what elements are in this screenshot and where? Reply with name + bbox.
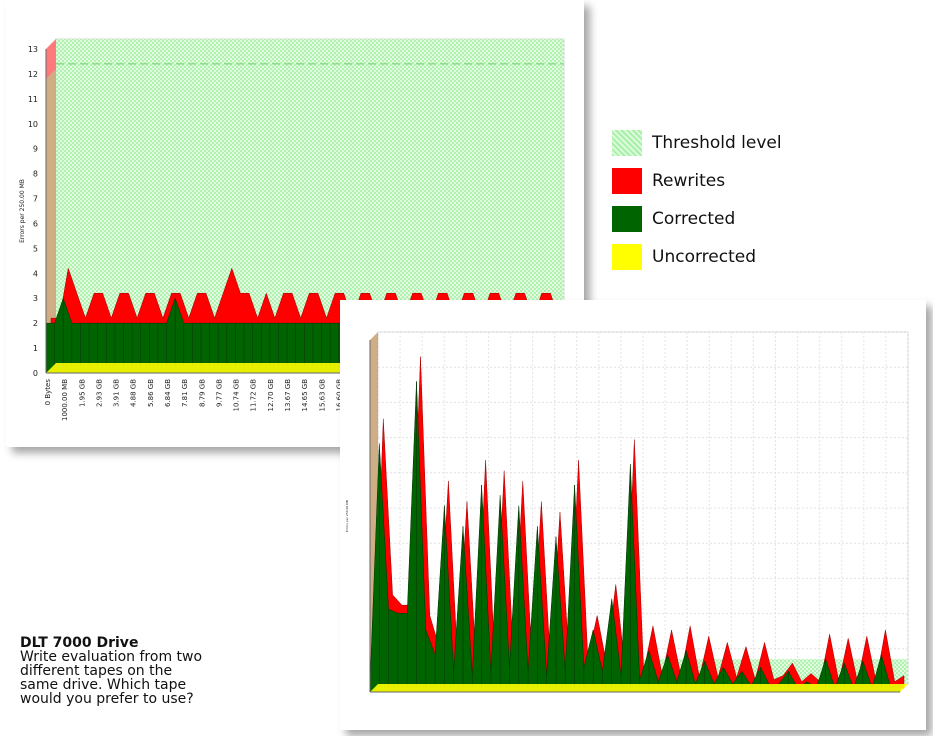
y-tick-label: 11 — [28, 95, 38, 104]
x-tick-label: 15.63 GB — [318, 379, 326, 412]
x-tick-label: 10.74 GB — [233, 379, 241, 412]
x-tick-label: 13.67 GB — [284, 379, 292, 412]
y-tick-label: 7 — [33, 195, 38, 204]
x-tick-label: 0 Bytes — [44, 379, 52, 406]
legend-label-uncorrected: Uncorrected — [652, 247, 756, 267]
left-wall-red-cap — [46, 39, 56, 79]
x-tick-label: 8.79 GB — [198, 379, 206, 407]
y-tick-label: 2 — [33, 319, 38, 328]
series-uncorrected-floor — [370, 684, 908, 692]
y-tick-label: 3 — [33, 294, 38, 303]
x-tick-label: 1.95 GB — [78, 379, 86, 407]
chart-1-panel: 0 1 2 3 4 5 6 7 8 9 10 11 12 13 Errors per 250.00 MB 0 … — [6, 0, 584, 447]
legend-item-rewrites: Rewrites — [612, 168, 852, 194]
legend-item-corrected: Corrected — [612, 206, 852, 232]
y-tick-label: 8 — [33, 170, 38, 179]
x-tick-label: 2.93 GB — [95, 379, 103, 407]
y-tick-label: 6 — [33, 219, 38, 228]
y-axis-label: Errors per 250.00 MB — [19, 179, 26, 243]
chart-2-panel: Errors per 250.00 MB — [340, 300, 926, 730]
x-tick-label: 3.91 GB — [113, 379, 121, 407]
caption-body: Write evaluation from two different tape… — [20, 649, 203, 707]
legend-swatch-threshold — [612, 130, 642, 156]
y-tick-label: 12 — [28, 70, 38, 79]
legend-label-threshold: Threshold level — [652, 133, 782, 153]
x-tick-label: 9.77 GB — [215, 379, 223, 407]
legend-item-threshold: Threshold level — [612, 130, 852, 156]
y-tick-label: 0 — [33, 369, 38, 378]
y-tick-label: 5 — [33, 244, 38, 253]
legend-label-corrected: Corrected — [652, 209, 736, 229]
legend-swatch-rewrites — [612, 168, 642, 194]
x-tick-label: 14.65 GB — [301, 379, 309, 412]
y-tick-label: 13 — [28, 45, 38, 54]
y-tick-label: 9 — [33, 145, 38, 154]
x-tick-label: 1000.00 MB — [61, 379, 69, 421]
y-tick-label: 1 — [33, 344, 38, 353]
y-tick-label: 4 — [33, 269, 38, 278]
x-tick-label: 12.70 GB — [267, 379, 275, 412]
legend-swatch-uncorrected — [612, 244, 642, 270]
caption: DLT 7000 Drive Write evaluation from two… — [20, 636, 320, 706]
legend-item-uncorrected: Uncorrected — [612, 244, 852, 270]
x-tick-label: 4.88 GB — [130, 379, 138, 407]
y-axis-label: Errors per 250.00 MB — [345, 500, 349, 532]
y-tick-label: 10 — [28, 120, 38, 129]
x-tick-label: 5.86 GB — [147, 379, 155, 407]
legend-swatch-corrected — [612, 206, 642, 232]
legend-label-rewrites: Rewrites — [652, 171, 726, 191]
left-wall — [46, 39, 56, 373]
caption-title: DLT 7000 Drive — [20, 635, 139, 651]
x-tick-label: 7.81 GB — [181, 379, 189, 407]
chart-2-plot: Errors per 250.00 MB — [345, 331, 909, 693]
x-tick-label: 6.84 GB — [164, 379, 172, 407]
x-tick-label: 11.72 GB — [250, 379, 258, 412]
x-tick-label: 16.60 GB — [335, 379, 343, 412]
